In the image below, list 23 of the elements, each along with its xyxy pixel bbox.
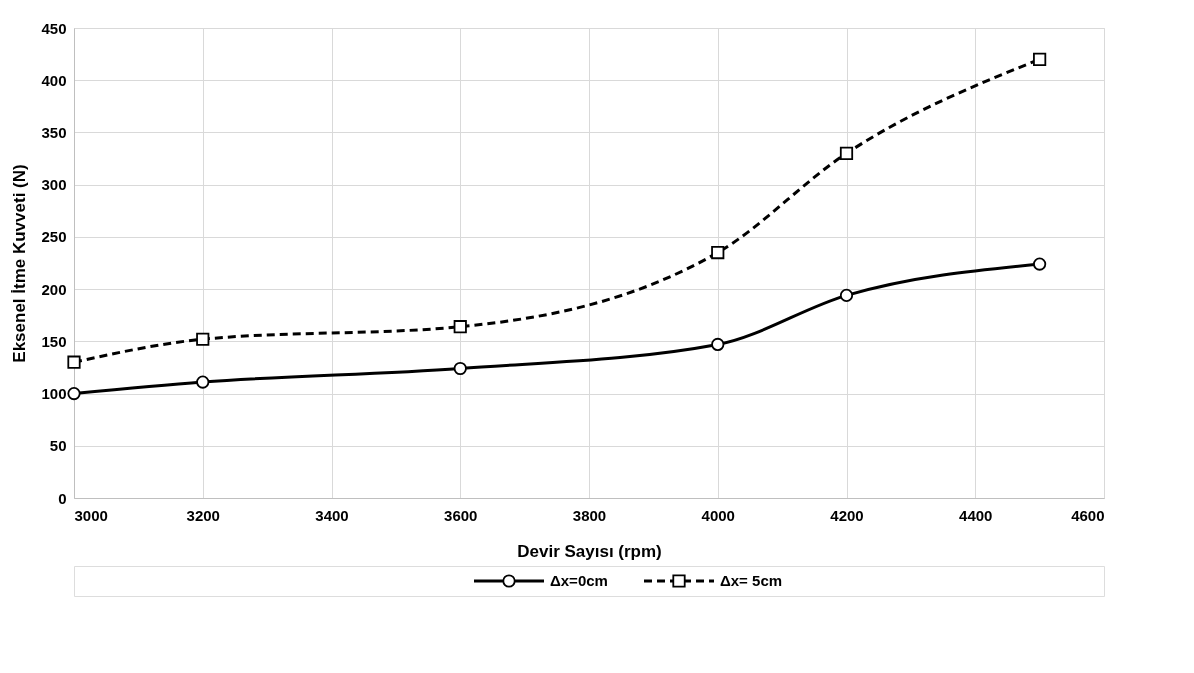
y-tick-label: 400 [41, 71, 67, 89]
legend-label: Δx= 5cm [720, 572, 783, 589]
x-tick-label: 3200 [186, 506, 220, 524]
x-tick-label: 4200 [830, 506, 864, 524]
x-axis-title: Devir Sayısı (rpm) [517, 541, 662, 561]
y-tick-label: 100 [41, 385, 67, 403]
y-tick-label: 0 [58, 489, 67, 507]
x-tick-label: 3800 [572, 506, 607, 524]
legend-label: Δx=0cm [550, 572, 608, 589]
y-axis-title: Eksenel İtme Kuvveti (N) [10, 164, 30, 363]
x-tick-label: 3600 [444, 506, 478, 524]
y-tick-label: 450 [41, 19, 67, 37]
x-tick-label: 4600 [1071, 506, 1105, 524]
x-tick-label: 3000 [74, 506, 108, 524]
y-tick-label: 350 [41, 123, 67, 141]
y-tick-label: 250 [41, 228, 67, 246]
y-tick-label: 200 [41, 280, 67, 298]
y-tick-label: 300 [41, 176, 67, 194]
x-tick-label: 4000 [701, 506, 735, 524]
x-tick-label: 3400 [315, 506, 349, 524]
y-tick-label: 150 [41, 332, 67, 350]
y-tick-label: 50 [49, 437, 67, 455]
x-tick-label: 4400 [959, 506, 993, 524]
